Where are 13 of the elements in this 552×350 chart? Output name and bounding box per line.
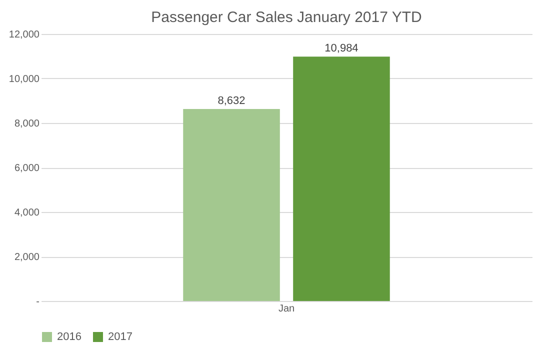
data-label: 8,632 xyxy=(218,94,246,107)
y-tick-label: 6,000 xyxy=(14,163,40,174)
y-tick-label: 8,000 xyxy=(14,118,40,130)
y-tick-label: 12,000 xyxy=(8,30,40,40)
legend-label: 2017 xyxy=(108,331,132,343)
y-tick-label: - xyxy=(36,296,40,308)
y-tick-label: 2,000 xyxy=(14,252,40,263)
chart-title: Passenger Car Sales January 2017 YTD xyxy=(151,9,422,26)
y-tick-label: 10,000 xyxy=(8,74,40,85)
y-tick-label: 4,000 xyxy=(14,208,40,218)
x-tick-label: Jan xyxy=(278,304,295,314)
data-label: 10,984 xyxy=(324,42,358,55)
legend-label: 2016 xyxy=(57,331,82,343)
